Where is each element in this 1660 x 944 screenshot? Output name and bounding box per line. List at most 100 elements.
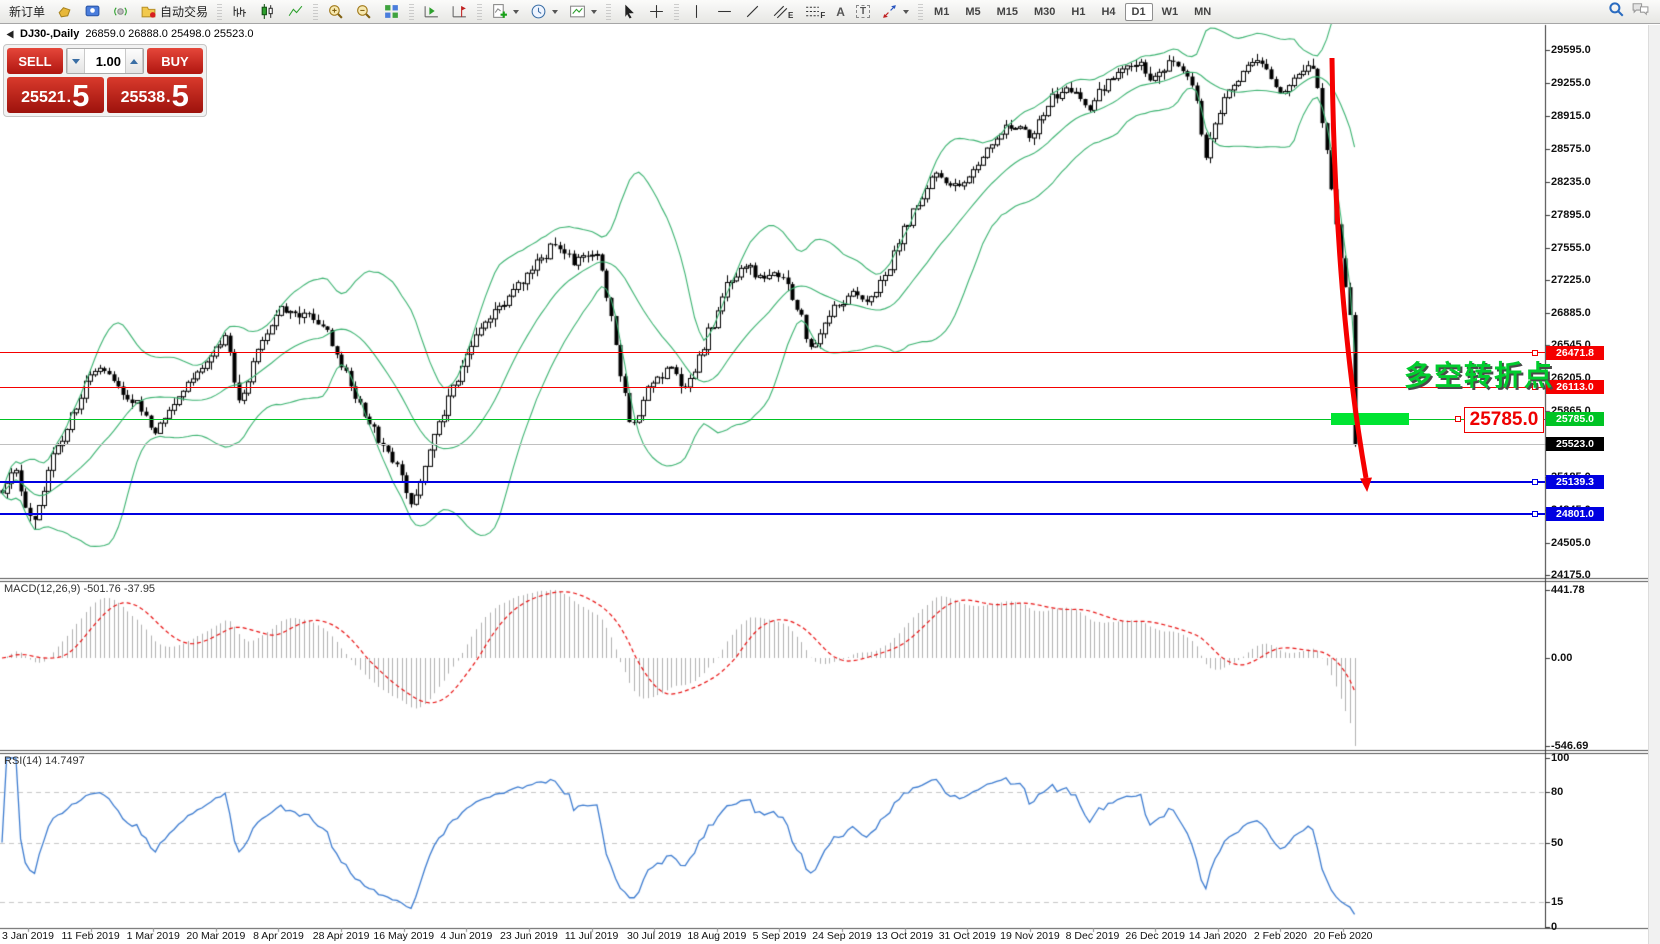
new-order-button[interactable]: 新订单: [4, 2, 50, 22]
date-axis-label: 14 Jan 2020: [1188, 930, 1247, 942]
price-axis-tick: 29595.0: [1551, 44, 1591, 56]
date-axis-label: 16 May 2019: [373, 930, 435, 942]
chart-header: DJ30-,Daily 26859.0 26888.0 25498.0 2552…: [6, 28, 254, 40]
sell-price-frac: 5: [72, 78, 90, 113]
date-axis-label: 28 Apr 2019: [312, 930, 370, 942]
templates-icon: [569, 3, 586, 20]
line-handle[interactable]: [1532, 349, 1538, 356]
line-handle[interactable]: [1532, 384, 1538, 391]
macd-signal-value: -37.95: [123, 583, 156, 595]
candlestick-chart-button[interactable]: [254, 2, 281, 22]
community-button[interactable]: [79, 2, 106, 22]
indicators-icon: [491, 3, 508, 20]
vertical-line-tool-button[interactable]: [683, 2, 710, 22]
date-axis-label: 23 Jun 2019: [500, 930, 558, 942]
sell-button[interactable]: SELL: [7, 48, 63, 74]
turning-point-annotation[interactable]: 多空转折点: [1404, 360, 1555, 391]
rsi-axis-tick: 80: [1551, 785, 1564, 798]
templates-button[interactable]: [564, 2, 602, 22]
price-level-badge: 25523.0: [1546, 437, 1604, 452]
trendline-tool-button[interactable]: [739, 2, 766, 22]
vertical-line-icon: [688, 3, 705, 20]
line-handle[interactable]: [1532, 478, 1538, 485]
horizontal-line-tool-button[interactable]: [711, 2, 738, 22]
timeframe-button-W1[interactable]: W1: [1161, 5, 1179, 18]
date-axis-label: 18 Aug 2019: [687, 930, 747, 942]
date-axis-label: 3 Jan 2019: [2, 930, 54, 942]
rsi-name: RSI(14): [4, 755, 42, 767]
timeframe-button-M5[interactable]: M5: [965, 5, 981, 18]
timeframe-button-M1[interactable]: M1: [934, 5, 950, 18]
price-axis-tick: 28915.0: [1551, 109, 1591, 122]
chart-shift-button[interactable]: [446, 2, 473, 22]
buy-price-frac: 5: [171, 78, 189, 113]
clock-icon: [530, 3, 547, 20]
right-scrollbar-strip: [1648, 25, 1660, 944]
text-tool-button[interactable]: A: [831, 2, 850, 22]
label-handle[interactable]: [1455, 416, 1461, 423]
arrows-icon: [881, 3, 898, 20]
cursor-tool-button[interactable]: [615, 2, 642, 22]
fibonacci-icon: [804, 3, 821, 20]
price-level-badge: 26471.8: [1546, 345, 1604, 360]
increase-volume-button[interactable]: [125, 49, 143, 73]
buy-price-box[interactable]: 25538. 5: [106, 77, 203, 113]
timeframe-button-MN[interactable]: MN: [1194, 5, 1212, 18]
auto-trading-button[interactable]: 自动交易: [135, 2, 213, 22]
auto-scroll-button[interactable]: [418, 2, 445, 22]
date-axis-label: 13 Oct 2019: [876, 930, 934, 942]
gold-icon: [56, 3, 73, 20]
line-handle[interactable]: [1532, 511, 1538, 518]
arrows-tool-button[interactable]: [876, 2, 914, 22]
price-level-line[interactable]: [0, 418, 1545, 420]
chat-icon[interactable]: [1631, 0, 1650, 23]
search-icon[interactable]: [1607, 0, 1625, 23]
channel-tool-button[interactable]: E: [767, 2, 798, 22]
tile-windows-icon: [383, 3, 400, 20]
chart-symbol-period: DJ30-,Daily: [20, 28, 80, 40]
crosshair-tool-button[interactable]: [643, 2, 670, 22]
price-level-line[interactable]: [0, 443, 1545, 445]
main-toolbar: 新订单 自动交易: [0, 0, 1660, 24]
price-level-badge: 26113.0: [1546, 380, 1604, 395]
price-level-badge: 25785.0: [1546, 412, 1604, 427]
highlight-rectangle[interactable]: [1331, 413, 1409, 425]
bar-chart-button[interactable]: [226, 2, 253, 22]
volume-input[interactable]: [85, 49, 125, 73]
timeframe-button-H1[interactable]: H1: [1071, 5, 1086, 18]
price-level-line[interactable]: [0, 480, 1545, 483]
price-level-line[interactable]: [0, 386, 1545, 388]
timeframe-button-H4[interactable]: H4: [1101, 5, 1116, 18]
decrease-volume-button[interactable]: [67, 49, 85, 73]
date-axis-label: 24 Sep 2019: [812, 930, 872, 942]
one-click-trading-panel: SELL BUY 25521.5 25538.5: [3, 44, 207, 117]
buy-price-point: .: [166, 89, 171, 106]
text-label-icon: T: [855, 5, 871, 18]
price-level-line[interactable]: [0, 352, 1545, 354]
target-price-label[interactable]: 25785.0: [1464, 407, 1544, 433]
rsi-value: 14.7497: [44, 755, 85, 767]
tile-windows-button[interactable]: [378, 2, 405, 22]
indicators-button[interactable]: [486, 2, 524, 22]
timeframe-button-D1[interactable]: D1: [1124, 2, 1153, 21]
fibonacci-tool-button[interactable]: F: [799, 2, 830, 22]
timeframe-toolbar: M1 M5 M15 M30 H1 H4 D1 W1 MN: [927, 2, 1218, 21]
broadcast-button[interactable]: [107, 2, 134, 22]
gold-icon-button[interactable]: [51, 2, 78, 22]
timeframe-button-M15[interactable]: M15: [996, 5, 1019, 18]
text-label-tool-button[interactable]: T: [851, 2, 875, 22]
buy-button[interactable]: BUY: [147, 48, 203, 74]
date-axis-label: 31 Oct 2019: [938, 930, 996, 942]
fibonacci-sub-label: F: [820, 11, 826, 20]
date-axis-label: 11 Feb 2019: [61, 930, 120, 942]
timeframe-button-M30[interactable]: M30: [1034, 5, 1056, 18]
price-level-line[interactable]: [0, 513, 1545, 516]
sell-price-box[interactable]: 25521. 5: [7, 77, 104, 113]
volume-control: [66, 48, 144, 74]
zoom-out-button[interactable]: [350, 2, 377, 22]
zoom-in-button[interactable]: [322, 2, 349, 22]
periods-button[interactable]: [525, 2, 563, 22]
line-chart-button[interactable]: [282, 2, 309, 22]
